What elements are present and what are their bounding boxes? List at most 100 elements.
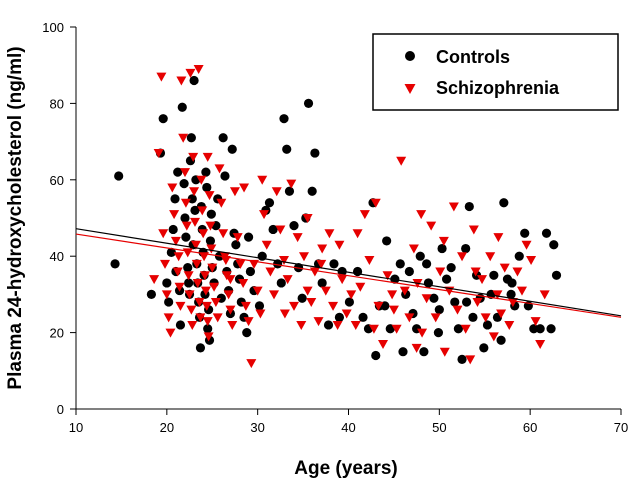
fit-line-controls — [75, 228, 622, 317]
series-schizophrenia — [149, 65, 550, 369]
schizophrenia-point — [165, 328, 176, 338]
schizophrenia-point — [180, 198, 191, 208]
schizophrenia-point — [225, 275, 236, 285]
controls-point — [168, 224, 178, 235]
schizophrenia-point — [175, 301, 186, 311]
schizophrenia-point — [238, 278, 249, 288]
controls-point — [297, 293, 307, 303]
schizophrenia-point — [210, 298, 221, 308]
schizophrenia-point — [448, 202, 459, 212]
controls-point — [186, 133, 196, 143]
schizophrenia-point — [292, 233, 303, 243]
controls-point — [461, 297, 472, 307]
schizophrenia-point — [232, 233, 243, 243]
y-axis-title: Plasma 24-hydroxycholesterol (ng/ml) — [5, 46, 26, 389]
legend-controls-marker — [405, 51, 415, 61]
controls-point — [507, 278, 517, 288]
schizophrenia-point — [204, 191, 215, 201]
controls-point — [307, 186, 317, 196]
controls-point — [170, 194, 180, 204]
schizophrenia-point — [257, 175, 268, 185]
schizophrenia-point — [163, 313, 174, 323]
schizophrenia-point — [269, 290, 280, 300]
schizophrenia-point — [346, 290, 357, 300]
controls-point — [496, 335, 506, 345]
schizophrenia-point — [153, 149, 164, 159]
schizophrenia-point — [480, 313, 491, 323]
schizophrenia-point — [203, 332, 214, 342]
controls-point — [529, 324, 539, 334]
schizophrenia-point — [286, 179, 297, 189]
controls-point — [546, 324, 556, 334]
schizophrenia-point — [368, 324, 379, 334]
controls-point — [461, 243, 471, 254]
schizophrenia-point — [352, 229, 363, 239]
schizophrenia-point — [202, 152, 213, 162]
schizophrenia-point — [313, 317, 324, 327]
controls-point — [479, 343, 489, 353]
schizophrenia-point — [246, 359, 257, 369]
schizophrenia-point — [192, 278, 203, 288]
controls-point — [442, 274, 452, 284]
controls-point — [279, 114, 289, 124]
controls-point — [380, 301, 390, 311]
controls-point — [179, 179, 189, 189]
schizophrenia-point — [167, 183, 178, 193]
schizophrenia-point — [198, 229, 209, 239]
schizophrenia-point — [199, 271, 210, 281]
fit-line-schizophrenia — [75, 233, 622, 318]
schizophrenia-point — [535, 340, 546, 350]
schizophrenia-point — [387, 290, 398, 300]
controls-point — [453, 324, 464, 334]
controls-point — [382, 236, 392, 246]
schizophrenia-point — [504, 320, 515, 330]
controls-point — [419, 347, 429, 357]
schizophrenia-point — [391, 324, 402, 334]
schizophrenia-point — [190, 240, 201, 250]
controls-point — [450, 297, 460, 307]
schizophrenia-point — [317, 244, 328, 254]
schizophrenia-point — [178, 133, 189, 143]
controls-point — [282, 144, 292, 154]
y-tick-label: 40 — [50, 249, 64, 264]
x-axis-ticks: 10 20 30 40 50 60 70 — [69, 409, 628, 435]
schizophrenia-point — [296, 320, 307, 330]
schizophrenia-point — [201, 301, 212, 311]
legend-schizophrenia-marker — [404, 84, 416, 94]
schizophrenia-point — [332, 320, 343, 330]
controls-point — [422, 259, 432, 269]
schizophrenia-point — [209, 282, 220, 292]
schizophrenia-point — [364, 256, 375, 266]
controls-point — [162, 278, 172, 288]
schizophrenia-point — [223, 290, 234, 300]
schizophrenia-point — [411, 343, 422, 353]
schizophrenia-point — [205, 221, 216, 231]
controls-point — [344, 297, 355, 307]
schizophrenia-point — [184, 290, 195, 300]
y-tick-label: 80 — [50, 96, 64, 111]
schizophrenia-point — [289, 301, 299, 311]
controls-point — [218, 133, 228, 143]
schizophrenia-point — [240, 301, 251, 311]
controls-point — [289, 221, 299, 231]
controls-point — [173, 167, 183, 177]
schizophrenia-point — [271, 187, 282, 197]
schizophrenia-point — [200, 286, 211, 296]
schizophrenia-point — [265, 267, 276, 277]
schizophrenia-point — [416, 210, 427, 220]
schizophrenia-point — [191, 259, 202, 269]
schizophrenia-point — [279, 256, 290, 266]
schizophrenia-point — [189, 217, 200, 227]
schizophrenia-point — [404, 313, 415, 323]
controls-point — [317, 278, 327, 288]
schizophrenia-point — [516, 286, 527, 296]
controls-point — [227, 144, 237, 154]
controls-point — [468, 312, 478, 322]
schizophrenia-point — [172, 267, 183, 277]
controls-point — [464, 201, 474, 212]
schizophrenia-point — [196, 175, 207, 185]
schizophrenia-point — [408, 244, 419, 254]
schizophrenia-point — [218, 229, 229, 239]
controls-point — [535, 324, 545, 334]
schizophrenia-point — [173, 252, 184, 262]
